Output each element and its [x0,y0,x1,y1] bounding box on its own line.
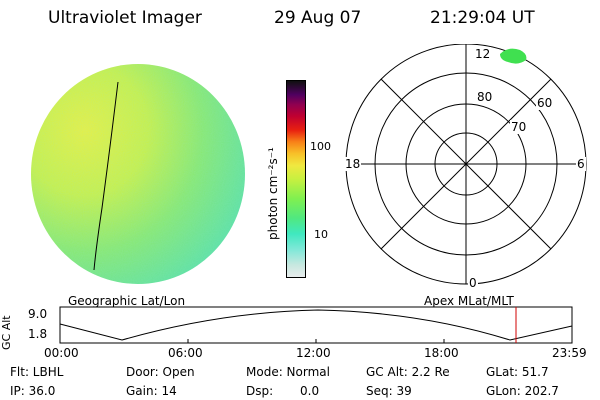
dsp-value: 0.0 [300,384,320,398]
terminator-line [93,81,119,271]
instrument-title: Ultraviolet Imager [48,8,202,28]
earth-image [31,64,245,284]
polar-grid [345,44,587,285]
glat-info: GLat: 51.7 [486,365,549,379]
polar-label-12: 12 [474,47,492,61]
alt-ylabel: GC Alt [0,315,13,350]
door-info: Door: Open [126,365,195,379]
altitude-plot [59,306,573,344]
date-label: 29 Aug 07 [274,8,362,28]
xtick-label-1200: 12:00 [296,346,331,360]
filter-info: Flt: LBHL [10,365,64,379]
polar-label-0: 0 [468,276,478,290]
altitude-plot-frame [59,306,573,344]
altitude-curve [59,309,573,341]
aurora-blob [500,48,527,64]
ip-info: IP: 36.0 [10,384,56,398]
polar-label-70: 70 [510,120,528,134]
colorbar-tick-10: 10 [314,228,328,241]
glon-info: GLon: 202.7 [486,384,559,398]
alt-ytick-low: 1.8 [28,327,48,341]
earth-noise [31,64,245,284]
colorbar [286,80,306,278]
dsp-label: Dsp: [246,384,274,398]
gc-alt-info: GC Alt: 2.2 Re [366,365,450,379]
polar-label-60: 60 [536,96,554,110]
xtick-label-1800: 18:00 [424,346,459,360]
colorbar-label: photon cm⁻²s⁻¹ [266,147,280,240]
polar-label-18: 18 [344,157,362,171]
time-label: 21:29:04 UT [430,8,535,28]
gain-info: Gain: 14 [126,384,177,398]
polar-label-6: 6 [576,157,586,171]
polar-label-80: 80 [476,90,494,104]
seq-info: Seq: 39 [366,384,412,398]
alt-ytick-high: 9.0 [28,307,48,321]
xtick-label-2359: 23:59 [552,346,587,360]
xtick-label-0600: 06:00 [168,346,203,360]
xtick-label-0000: 00:00 [44,346,79,360]
polar-diagonal-2 [380,78,552,250]
colorbar-tick-100: 100 [310,140,331,153]
mode-info: Mode: Normal [246,365,330,379]
apex-title: Apex MLat/MLT [424,294,514,308]
geographic-title: Geographic Lat/Lon [68,294,186,308]
